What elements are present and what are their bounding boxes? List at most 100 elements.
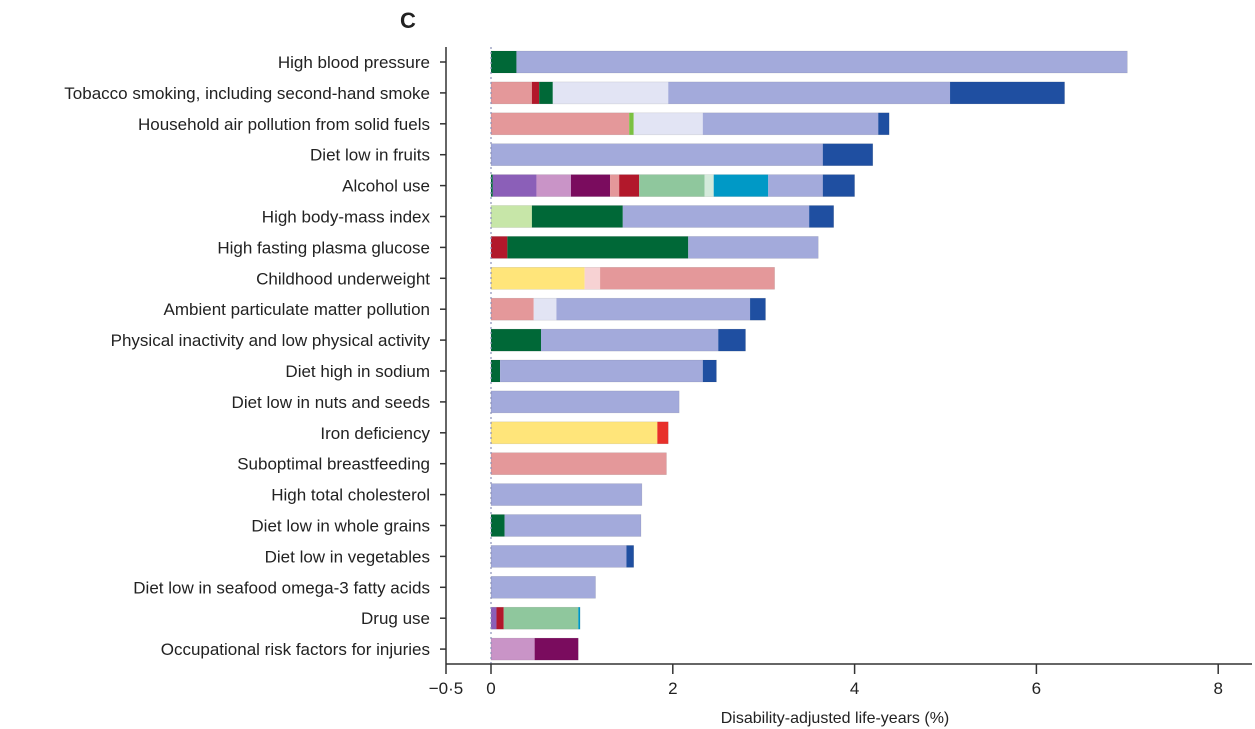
category-label: Physical inactivity and low physical act…	[111, 331, 431, 350]
category-label: Diet low in nuts and seeds	[232, 393, 430, 412]
bar-segment	[539, 81, 553, 104]
bar-segment	[702, 112, 879, 135]
bar-segment	[491, 51, 517, 73]
category-label: Drug use	[361, 609, 430, 628]
category-label: Childhood underweight	[256, 269, 430, 288]
bar-segment	[492, 174, 537, 197]
bar-segment	[503, 607, 579, 630]
bar-outline	[490, 174, 855, 197]
bar-row	[490, 266, 775, 290]
bar-outline	[490, 390, 680, 414]
bar-segment	[600, 267, 775, 290]
bar-segment	[491, 421, 658, 444]
bar-outline	[490, 143, 874, 166]
bar-segment	[496, 607, 504, 630]
bar-segment	[491, 236, 508, 259]
category-label: High body-mass index	[262, 208, 431, 227]
bar-segment	[750, 298, 766, 321]
bar-segment	[491, 390, 680, 413]
bar-segment	[688, 236, 819, 259]
bar-row	[490, 50, 1128, 74]
bar-segment	[491, 267, 585, 290]
bar-segment	[491, 298, 534, 321]
bar-segment	[552, 81, 669, 104]
bar-row	[490, 452, 667, 476]
category-label: Diet low in seafood omega-3 fatty acids	[133, 578, 430, 597]
bar-outline	[490, 205, 834, 228]
bar-segment	[491, 81, 532, 104]
bar-segment	[491, 545, 627, 568]
bar-segment	[622, 205, 810, 228]
bar-row	[490, 81, 1065, 105]
x-tick-label: 4	[850, 679, 859, 698]
bar-segment	[533, 298, 557, 321]
bar-segment	[639, 174, 705, 197]
bar-outline	[490, 637, 579, 661]
bar-segment	[491, 174, 493, 197]
category-labels: High blood pressure Tobacco smoking, incl…	[64, 53, 430, 659]
bar-segment	[540, 329, 719, 352]
bar-segment	[629, 112, 634, 135]
bar-row	[490, 637, 579, 661]
bar-segment	[531, 81, 540, 104]
bar-row	[490, 359, 717, 383]
category-label: High total cholesterol	[271, 486, 430, 505]
bar-row	[490, 483, 643, 506]
bar-segment	[491, 112, 630, 135]
bar-segment	[713, 174, 769, 197]
bar-segment	[504, 514, 641, 537]
bars	[490, 50, 1128, 661]
category-label: Diet low in vegetables	[265, 547, 430, 566]
bar-segment	[702, 360, 717, 382]
bar-segment	[491, 143, 823, 166]
bar-segment	[516, 51, 1128, 73]
x-tick-label: 2	[668, 679, 677, 698]
bar-segment	[491, 205, 532, 228]
bar-row	[490, 143, 874, 166]
bar-row	[490, 514, 642, 537]
bar-row	[490, 205, 834, 228]
category-label: Diet low in whole grains	[251, 517, 430, 536]
bar-segment	[809, 205, 834, 228]
bar-row	[490, 545, 635, 568]
bar-outline	[490, 328, 746, 352]
bar-segment	[610, 174, 620, 197]
bar-segment	[626, 545, 634, 568]
category-label: Diet low in fruits	[310, 146, 430, 165]
y-axis-ticks	[440, 61, 446, 650]
bar-segment	[633, 112, 703, 135]
bar-row	[490, 297, 766, 321]
bar-segment	[578, 607, 581, 630]
bar-segment	[619, 174, 640, 197]
bar-row	[490, 421, 669, 445]
category-label: Iron deficiency	[320, 424, 430, 443]
bar-outline	[490, 297, 766, 321]
category-label: Diet high in sodium	[285, 362, 430, 381]
bar-row	[490, 174, 855, 197]
x-axis-title: Disability-adjusted life-years (%)	[721, 710, 950, 727]
bar-segment	[718, 329, 746, 352]
bar-segment	[491, 452, 667, 475]
bar-segment	[491, 607, 497, 630]
bar-outline	[490, 483, 643, 506]
bar-segment	[491, 360, 501, 382]
bar-segment	[491, 576, 596, 599]
category-label: Household air pollution from solid fuels	[138, 115, 430, 134]
bar-row	[490, 112, 890, 136]
category-label: Alcohol use	[342, 177, 430, 196]
bar-row	[490, 390, 680, 414]
bar-row	[490, 606, 581, 630]
bar-row	[490, 575, 596, 599]
bar-segment	[531, 205, 623, 228]
category-label: Ambient particulate matter pollution	[164, 300, 430, 319]
bar-segment	[822, 174, 855, 197]
bar-segment	[491, 514, 505, 537]
x-tick-label: 0	[486, 679, 495, 698]
bar-row	[490, 236, 819, 259]
bar-segment	[491, 483, 642, 506]
bar-segment	[491, 329, 541, 352]
bar-segment	[556, 298, 751, 321]
category-label: High fasting plasma glucose	[217, 238, 430, 257]
bar-outline	[490, 359, 717, 383]
